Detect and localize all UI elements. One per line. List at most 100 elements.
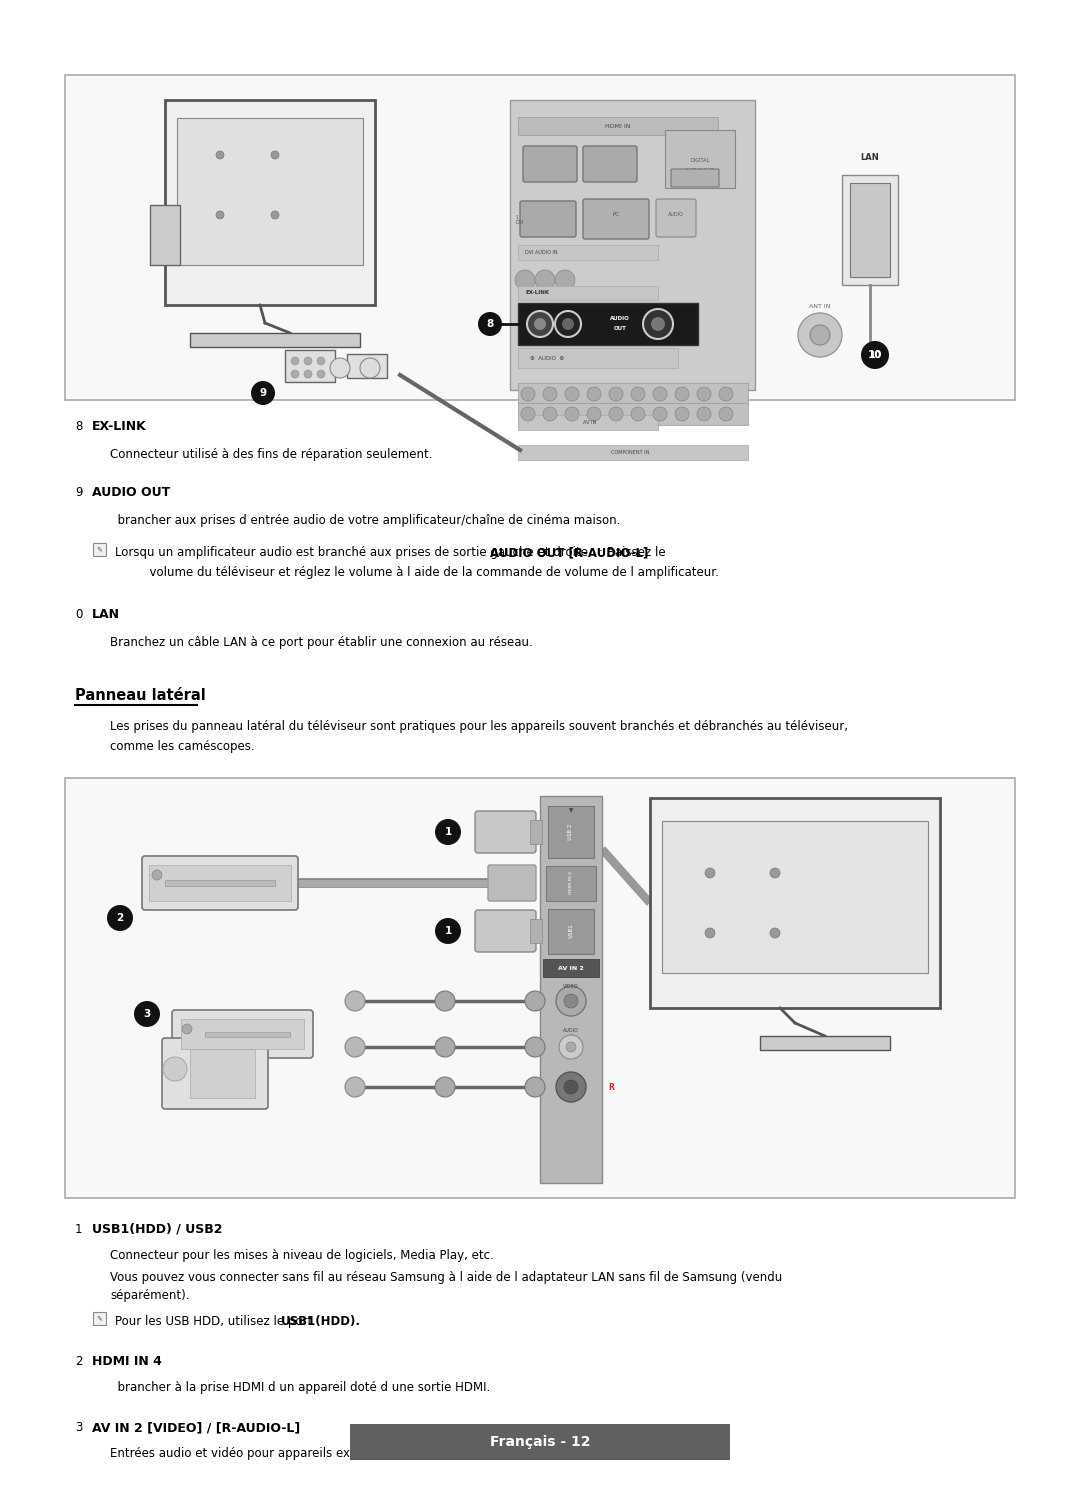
Circle shape bbox=[653, 387, 667, 400]
Text: 10: 10 bbox=[869, 351, 881, 360]
Circle shape bbox=[719, 408, 733, 421]
Text: AUDIO OUT: AUDIO OUT bbox=[92, 487, 171, 498]
Bar bbox=[165, 100, 375, 305]
Circle shape bbox=[609, 408, 623, 421]
Bar bbox=[181, 1019, 303, 1049]
Circle shape bbox=[291, 357, 299, 365]
Circle shape bbox=[770, 929, 780, 937]
Text: 8: 8 bbox=[486, 318, 494, 329]
Circle shape bbox=[345, 1077, 365, 1097]
Text: LAN: LAN bbox=[92, 609, 120, 620]
Text: 3: 3 bbox=[144, 1009, 150, 1019]
Circle shape bbox=[527, 311, 553, 336]
Text: VIDEO: VIDEO bbox=[564, 985, 579, 990]
Text: HDMI IN: HDMI IN bbox=[605, 124, 631, 128]
Circle shape bbox=[559, 1036, 583, 1059]
Text: COMPONENT IN: COMPONENT IN bbox=[611, 449, 649, 454]
Circle shape bbox=[345, 991, 365, 1010]
Bar bbox=[285, 350, 335, 382]
Circle shape bbox=[798, 312, 842, 357]
Text: 2: 2 bbox=[117, 914, 123, 923]
Circle shape bbox=[435, 918, 461, 943]
Text: AV IN: AV IN bbox=[583, 420, 596, 424]
Circle shape bbox=[675, 408, 689, 421]
Text: 8: 8 bbox=[75, 420, 82, 433]
Bar bbox=[165, 879, 275, 885]
Circle shape bbox=[345, 1037, 365, 1056]
Circle shape bbox=[770, 868, 780, 878]
FancyBboxPatch shape bbox=[523, 146, 577, 182]
Bar bbox=[149, 865, 291, 902]
Bar bbox=[177, 118, 363, 265]
Bar bbox=[530, 820, 542, 844]
Circle shape bbox=[675, 387, 689, 400]
Bar bbox=[190, 1049, 255, 1098]
Circle shape bbox=[435, 1037, 455, 1056]
Text: Entrées audio et vidéo pour appareils externes, comme un caméscope ou un magnéto: Entrées audio et vidéo pour appareils ex… bbox=[110, 1446, 660, 1460]
Text: AUDIO: AUDIO bbox=[669, 213, 684, 217]
FancyBboxPatch shape bbox=[172, 1010, 313, 1058]
Circle shape bbox=[556, 1071, 586, 1103]
Bar bbox=[662, 821, 928, 973]
Bar bbox=[93, 543, 106, 557]
Circle shape bbox=[609, 387, 623, 400]
Text: 9: 9 bbox=[259, 388, 267, 397]
Circle shape bbox=[631, 387, 645, 400]
Bar bbox=[543, 958, 599, 978]
Circle shape bbox=[861, 341, 889, 369]
Bar bbox=[518, 246, 658, 260]
Bar bbox=[65, 778, 1015, 1198]
Bar bbox=[665, 129, 735, 187]
Circle shape bbox=[631, 408, 645, 421]
Bar bbox=[548, 909, 594, 954]
Circle shape bbox=[271, 150, 279, 159]
Text: -: - bbox=[569, 1031, 572, 1040]
Text: brancher à la prise HDMI d un appareil doté d une sortie HDMI.: brancher à la prise HDMI d un appareil d… bbox=[110, 1381, 490, 1394]
Text: USB1: USB1 bbox=[568, 924, 573, 939]
Bar bbox=[546, 866, 596, 902]
Bar bbox=[65, 74, 1015, 400]
Bar bbox=[518, 445, 748, 460]
FancyBboxPatch shape bbox=[583, 146, 637, 182]
Text: 2: 2 bbox=[75, 1356, 82, 1367]
Circle shape bbox=[318, 357, 325, 365]
Text: (OPTICAL): (OPTICAL) bbox=[688, 177, 712, 183]
Text: AUDIO OUT: AUDIO OUT bbox=[686, 168, 714, 173]
Circle shape bbox=[719, 387, 733, 400]
Text: EX-LINK: EX-LINK bbox=[525, 290, 549, 296]
Bar bbox=[518, 348, 678, 368]
Text: DVI AUDIO IN: DVI AUDIO IN bbox=[525, 250, 557, 254]
Circle shape bbox=[697, 387, 711, 400]
Text: Connecteur utilisé à des fins de réparation seulement.: Connecteur utilisé à des fins de réparat… bbox=[110, 448, 432, 461]
Text: USB1(HDD) / USB2: USB1(HDD) / USB2 bbox=[92, 1223, 222, 1237]
Text: 1: 1 bbox=[75, 1223, 82, 1237]
Circle shape bbox=[107, 905, 133, 931]
Circle shape bbox=[543, 387, 557, 400]
Circle shape bbox=[330, 359, 350, 378]
Circle shape bbox=[525, 991, 545, 1010]
Circle shape bbox=[543, 408, 557, 421]
Text: PC: PC bbox=[612, 213, 620, 217]
Circle shape bbox=[588, 387, 600, 400]
Circle shape bbox=[521, 408, 535, 421]
FancyBboxPatch shape bbox=[656, 199, 696, 237]
Bar bbox=[190, 333, 360, 347]
FancyBboxPatch shape bbox=[162, 1039, 268, 1109]
Bar bbox=[518, 415, 658, 430]
Circle shape bbox=[705, 868, 715, 878]
Text: ✎: ✎ bbox=[96, 1315, 102, 1321]
Bar bbox=[205, 1033, 291, 1037]
Circle shape bbox=[435, 991, 455, 1010]
Text: Vous pouvez vous connecter sans fil au réseau Samsung à l aide de l adaptateur L: Vous pouvez vous connecter sans fil au r… bbox=[110, 1271, 782, 1284]
Circle shape bbox=[534, 318, 546, 330]
Circle shape bbox=[163, 1056, 187, 1080]
FancyBboxPatch shape bbox=[671, 170, 719, 187]
Text: USB 2: USB 2 bbox=[568, 824, 573, 841]
Text: Pour les USB HDD, utilisez le port: Pour les USB HDD, utilisez le port bbox=[114, 1315, 316, 1327]
Text: R: R bbox=[608, 1082, 613, 1092]
Circle shape bbox=[291, 371, 299, 378]
Circle shape bbox=[435, 818, 461, 845]
Circle shape bbox=[653, 408, 667, 421]
Text: ✎: ✎ bbox=[96, 546, 102, 552]
Text: Les prises du panneau latéral du téléviseur sont pratiques pour les appareils so: Les prises du panneau latéral du télévis… bbox=[110, 720, 848, 734]
